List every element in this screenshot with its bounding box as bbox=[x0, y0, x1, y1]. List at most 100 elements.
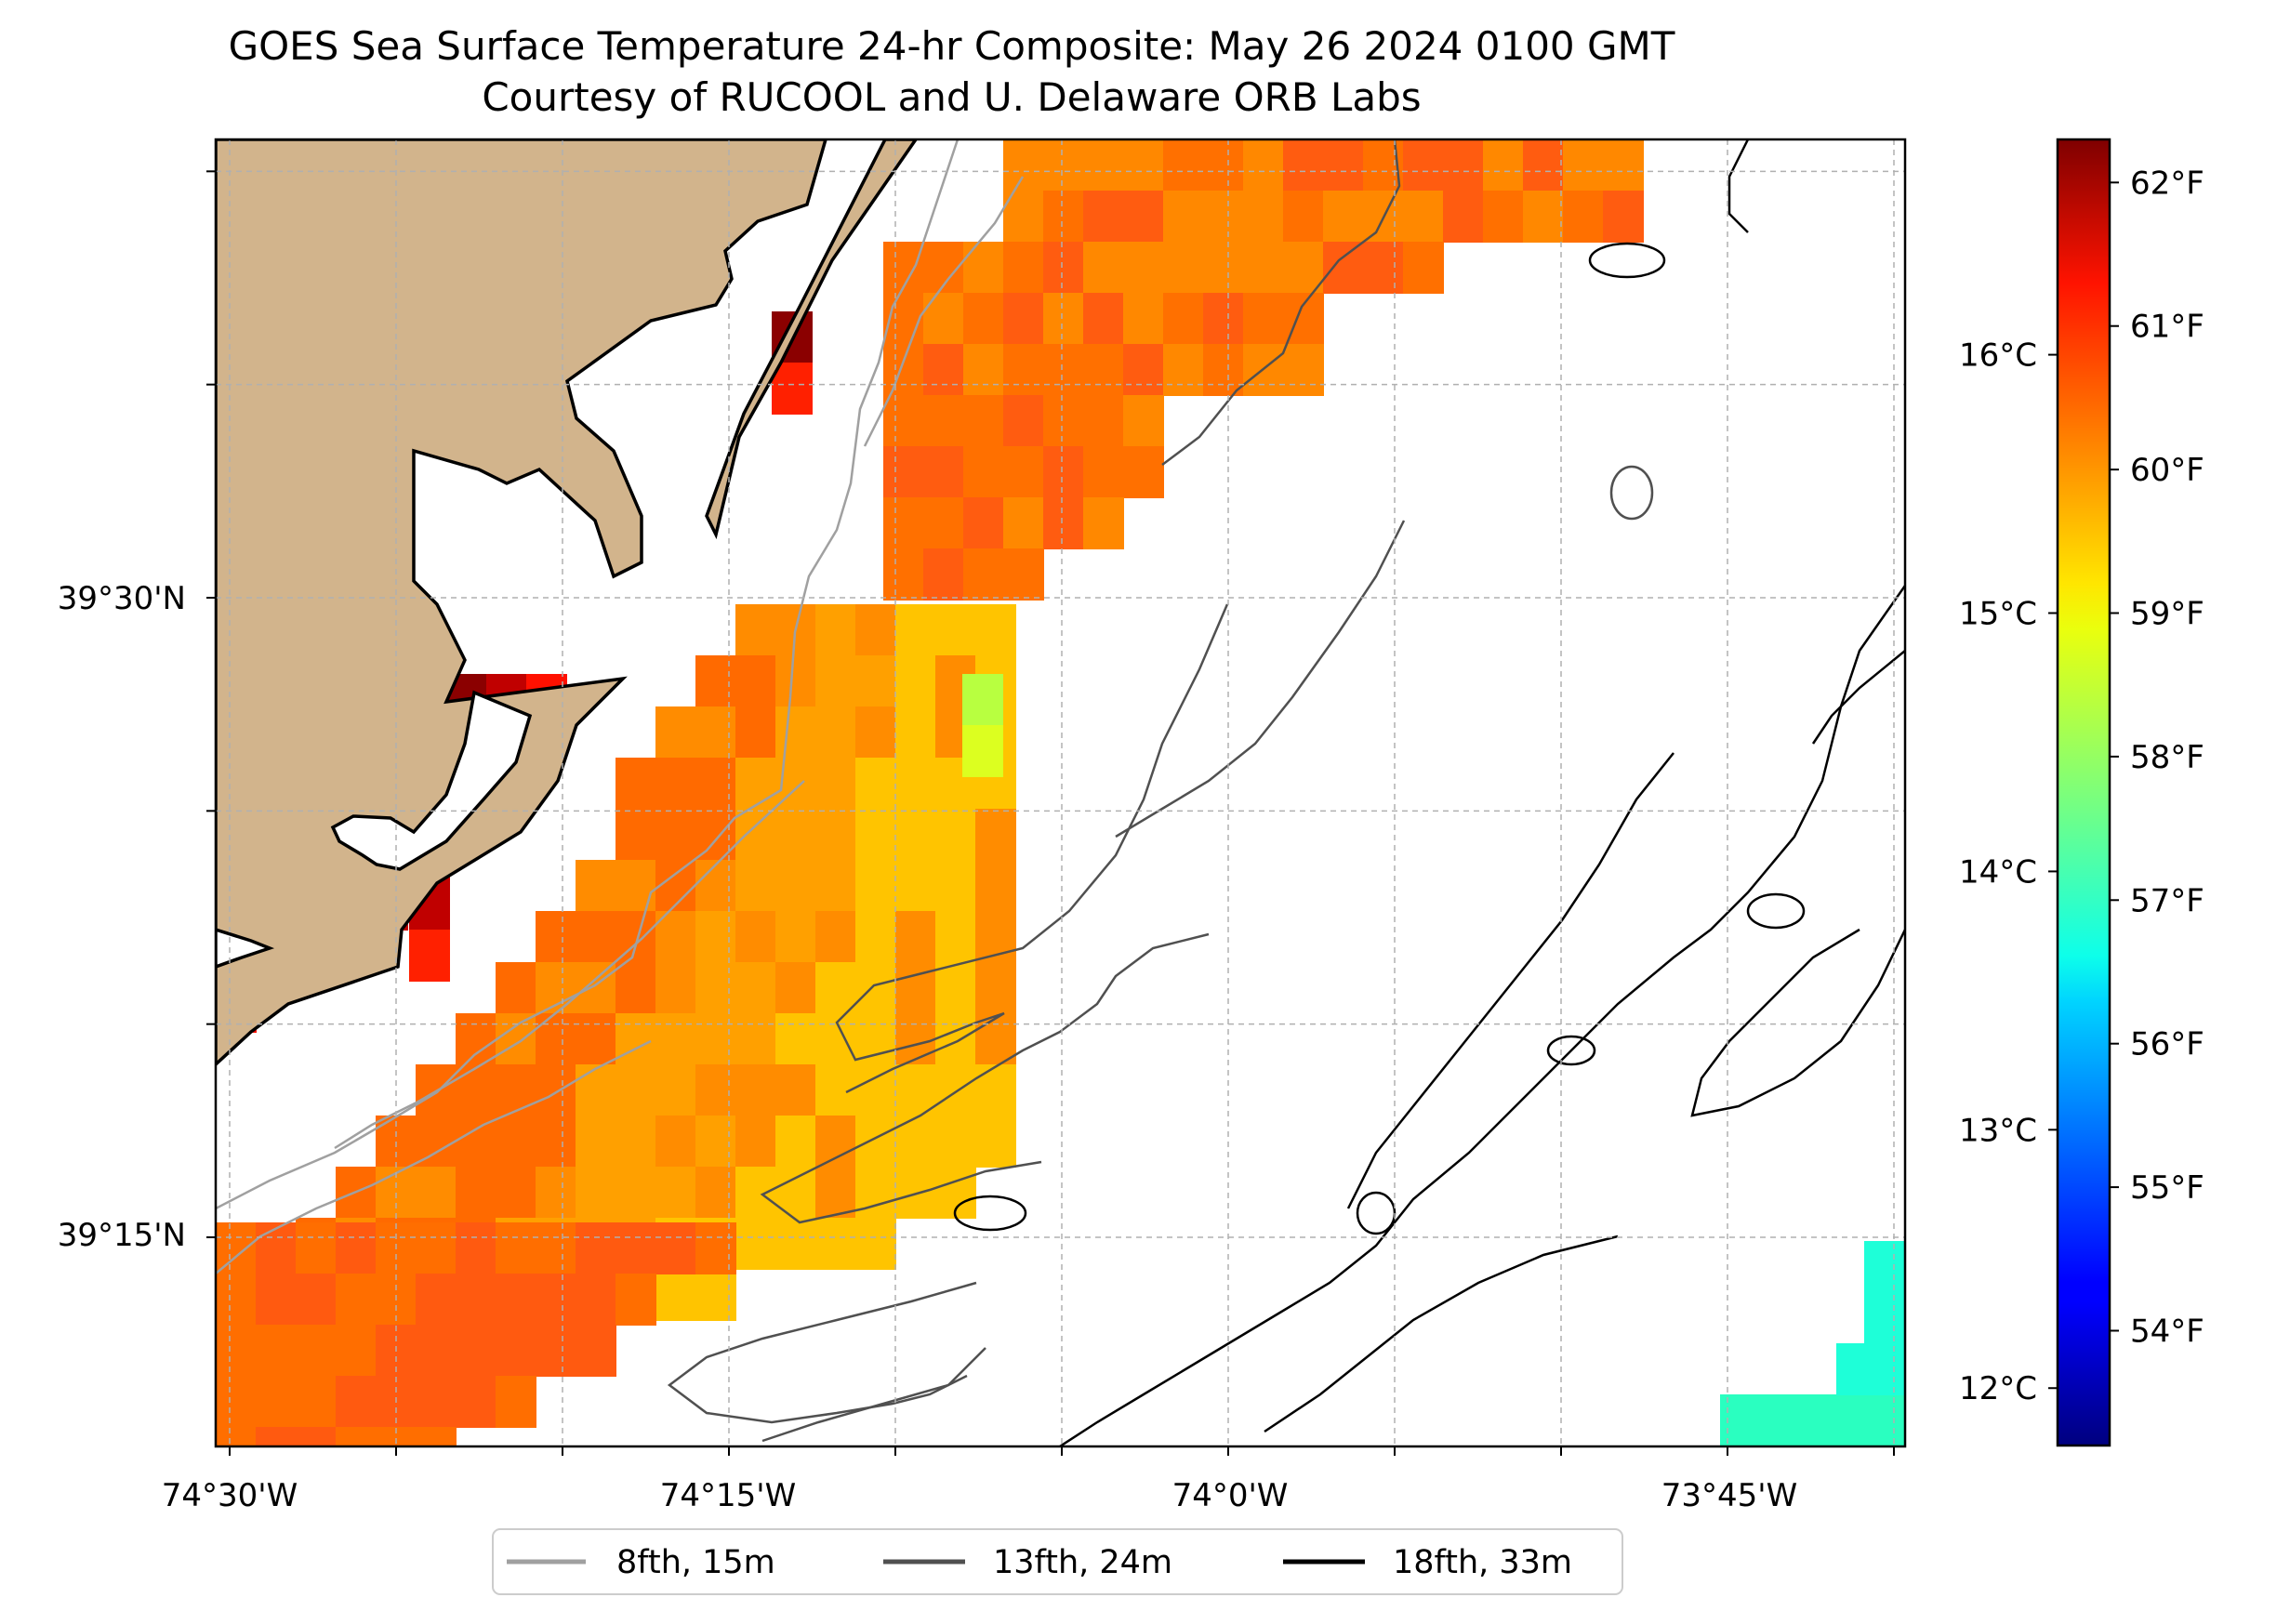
colorbar-f-label: 54°F bbox=[2130, 1313, 2204, 1350]
sst-cell bbox=[1083, 446, 1124, 498]
sst-cell bbox=[456, 1013, 496, 1065]
sst-cell bbox=[815, 860, 856, 912]
sst-cell bbox=[1003, 242, 1044, 294]
sst-cell bbox=[975, 1013, 1016, 1065]
sst-cell bbox=[923, 446, 964, 498]
sst-cell bbox=[883, 344, 924, 396]
sst-cell bbox=[735, 962, 776, 1014]
sst-cell bbox=[576, 1167, 616, 1219]
sst-cell bbox=[695, 1013, 736, 1065]
sst-cell bbox=[855, 962, 896, 1014]
sst-cell bbox=[216, 1222, 257, 1274]
sst-cell bbox=[1163, 293, 1204, 345]
contour-33m bbox=[1059, 585, 1905, 1446]
sst-cell bbox=[1523, 139, 1564, 191]
sst-cell bbox=[336, 1427, 377, 1446]
sst-cell bbox=[416, 1325, 457, 1377]
colorbar-f-label: 60°F bbox=[2130, 452, 2204, 489]
sst-cell bbox=[883, 446, 924, 498]
sst-cell bbox=[895, 860, 936, 912]
sst-cell bbox=[616, 1167, 656, 1219]
sst-cell bbox=[975, 1116, 1016, 1168]
sst-cell bbox=[1123, 191, 1164, 243]
contour-33m-island-3 bbox=[1546, 1035, 1596, 1066]
sst-cell bbox=[855, 860, 896, 912]
colorbar-f-label: 58°F bbox=[2130, 739, 2204, 776]
sst-cell bbox=[963, 293, 1004, 345]
sst-cell bbox=[1836, 1343, 1877, 1395]
sst-cell bbox=[655, 1064, 696, 1116]
sst-cell bbox=[616, 1222, 656, 1274]
sst-cell bbox=[695, 1269, 736, 1321]
sst-cell bbox=[256, 1427, 297, 1446]
contour-24m-b bbox=[835, 603, 1229, 1094]
sst-cell bbox=[775, 1116, 816, 1168]
sst-cell bbox=[923, 497, 964, 549]
map-title: GOES Sea Surface Temperature 24-hr Compo… bbox=[228, 23, 1675, 69]
sst-cell bbox=[256, 1222, 297, 1274]
map-area[interactable] bbox=[216, 139, 1961, 1479]
sst-cell bbox=[1603, 139, 1644, 191]
sst-cell bbox=[895, 1064, 936, 1116]
sst-cell bbox=[935, 809, 976, 861]
sst-cell bbox=[775, 911, 816, 963]
sst-cell bbox=[815, 809, 856, 861]
sst-cell bbox=[336, 1274, 377, 1326]
sst-cell bbox=[963, 446, 1004, 498]
sst-cell bbox=[456, 1325, 496, 1377]
sst-cell bbox=[855, 604, 896, 656]
sst-cell bbox=[655, 706, 696, 759]
sst-cell bbox=[1880, 1394, 1905, 1446]
sst-cell bbox=[735, 1218, 776, 1270]
sst-cell bbox=[1443, 139, 1484, 191]
sst-cell bbox=[616, 1013, 656, 1065]
sst-cell bbox=[1003, 139, 1044, 191]
sst-cell bbox=[456, 1167, 496, 1219]
sst-cell bbox=[695, 1222, 736, 1274]
contour-33m-d bbox=[1690, 928, 1905, 1117]
contour-15m-c bbox=[334, 780, 805, 1150]
sst-cell bbox=[655, 1013, 696, 1065]
sst-cell bbox=[1283, 344, 1324, 396]
sst-cell bbox=[935, 604, 976, 656]
sst-cell bbox=[775, 1218, 816, 1270]
sst-cell bbox=[815, 1013, 856, 1065]
sst-cell bbox=[923, 548, 964, 601]
sst-cell bbox=[616, 1116, 656, 1168]
sst-cell bbox=[1203, 139, 1244, 191]
sst-cell bbox=[336, 1325, 377, 1377]
sst-cell bbox=[1483, 139, 1524, 191]
contour-24m-d bbox=[667, 1281, 977, 1424]
sst-cell bbox=[1123, 293, 1164, 345]
sst-cell bbox=[256, 1376, 297, 1428]
sst-cell bbox=[735, 758, 776, 810]
sst-cell bbox=[962, 725, 1003, 777]
sst-cell bbox=[655, 1167, 696, 1219]
sst-cell bbox=[655, 809, 696, 861]
sst-cell bbox=[923, 395, 964, 447]
sst-cell bbox=[895, 758, 936, 810]
sst-cell bbox=[1523, 191, 1564, 243]
sst-cell bbox=[735, 1013, 776, 1065]
sst-cell bbox=[775, 1167, 816, 1219]
sst-cell bbox=[735, 1116, 776, 1168]
sst-cell bbox=[336, 1222, 377, 1274]
sst-cell bbox=[1043, 139, 1084, 191]
sst-cell bbox=[815, 604, 856, 656]
contour-33m-c bbox=[1264, 1235, 1619, 1433]
sst-cell bbox=[576, 1116, 616, 1168]
sst-cell bbox=[536, 1274, 576, 1326]
sst-cell bbox=[735, 1167, 776, 1219]
sst-cell bbox=[775, 1064, 816, 1116]
sst-cell bbox=[1083, 139, 1124, 191]
contour-24m-island-2 bbox=[953, 1195, 1027, 1232]
sst-cell bbox=[975, 809, 1016, 861]
sst-cell bbox=[975, 1064, 1016, 1116]
sst-cell bbox=[1243, 139, 1284, 191]
sst-cell bbox=[895, 911, 936, 963]
sst-cell bbox=[376, 1427, 417, 1446]
sst-cell bbox=[456, 1116, 496, 1168]
sst-cell bbox=[1043, 395, 1084, 447]
sst-cell bbox=[695, 758, 736, 810]
sst-cell bbox=[1363, 242, 1404, 294]
